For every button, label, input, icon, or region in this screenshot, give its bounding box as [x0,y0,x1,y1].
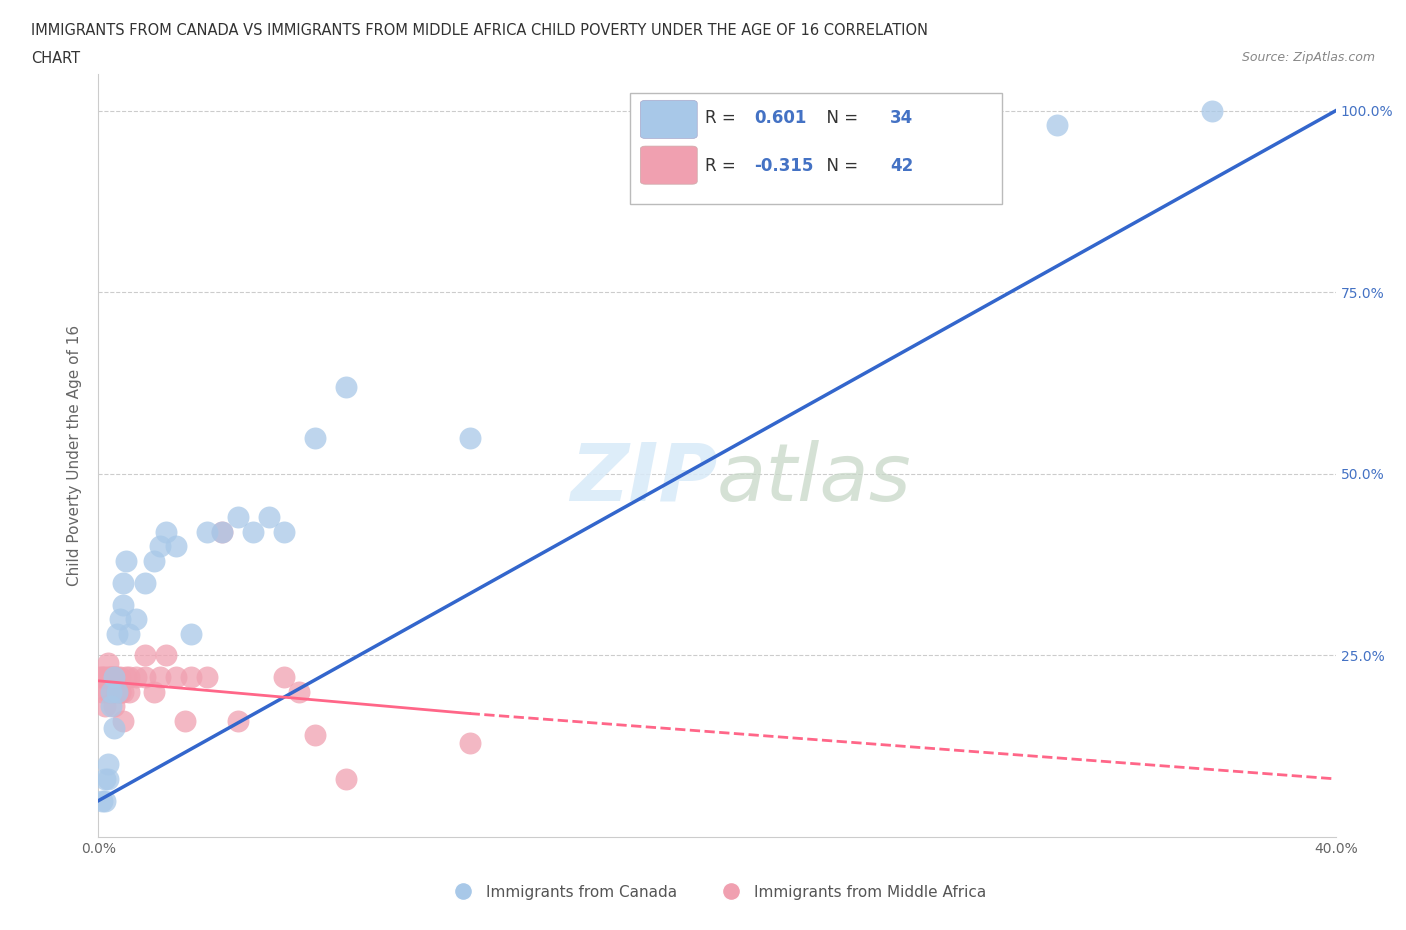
Text: N =: N = [815,109,863,126]
Point [93,772,115,787]
Point [100,698,122,713]
Y-axis label: Child Poverty Under the Age of 16: Child Poverty Under the Age of 16 [67,326,83,586]
Point [108,684,131,699]
Point [134,648,156,663]
Point [108,612,131,627]
Point [112,684,135,699]
Point [174,713,197,728]
Point [134,576,156,591]
Point [124,670,146,684]
Point [105,684,128,699]
Point [195,670,218,684]
Point [335,379,357,394]
Point [87,670,110,684]
Point [105,670,128,684]
Point [97,757,120,772]
Point [143,684,166,699]
Point [103,721,125,736]
Point [118,670,141,684]
Text: IMMIGRANTS FROM CANADA VS IMMIGRANTS FROM MIDDLE AFRICA CHILD POVERTY UNDER THE : IMMIGRANTS FROM CANADA VS IMMIGRANTS FRO… [31,23,928,38]
Point [211,525,233,539]
Text: CHART: CHART [31,51,80,66]
Point [226,713,249,728]
Text: Source: ZipAtlas.com: Source: ZipAtlas.com [1241,51,1375,64]
Point [149,539,172,554]
Text: -0.315: -0.315 [754,157,814,175]
Text: 34: 34 [890,109,914,126]
Point [273,670,295,684]
Point [195,525,218,539]
Point [149,670,172,684]
Text: ZIP: ZIP [569,440,717,518]
Point [242,525,264,539]
Point [100,670,122,684]
Point [335,772,357,787]
Point [100,684,122,699]
Text: 42: 42 [890,157,914,175]
Point [155,525,177,539]
Point [124,612,146,627]
FancyBboxPatch shape [640,146,697,184]
Point [458,735,481,750]
Point [97,656,120,671]
Point [165,670,187,684]
Point [108,670,131,684]
Point [304,430,326,445]
Point [226,510,249,525]
Point [155,648,177,663]
Point [100,684,122,699]
Point [143,553,166,568]
Point [180,626,202,641]
Point [273,525,295,539]
Point [93,793,115,808]
Point [103,670,125,684]
Point [97,772,120,787]
Point [180,670,202,684]
Point [90,670,112,684]
Point [112,713,135,728]
Point [1201,103,1223,118]
Point [112,597,135,612]
Point [1046,118,1069,133]
Text: 0.601: 0.601 [754,109,807,126]
Point [304,728,326,743]
Text: R =: R = [704,109,741,126]
Text: atlas: atlas [717,440,912,518]
Point [103,698,125,713]
Point [288,684,311,699]
Point [93,670,115,684]
Point [458,430,481,445]
Point [100,670,122,684]
Point [118,626,141,641]
Text: R =: R = [704,157,741,175]
Point [165,539,187,554]
Point [90,793,112,808]
Point [134,670,156,684]
Point [97,670,120,684]
Point [118,684,141,699]
Point [257,510,280,525]
Point [211,525,233,539]
Point [112,576,135,591]
Legend: Immigrants from Canada, Immigrants from Middle Africa: Immigrants from Canada, Immigrants from … [441,879,993,906]
Text: N =: N = [815,157,863,175]
FancyBboxPatch shape [630,94,1001,204]
Point [105,684,128,699]
Point [105,626,128,641]
Point [108,684,131,699]
Point [93,698,115,713]
Point [90,684,112,699]
FancyBboxPatch shape [640,100,697,139]
Point [115,670,138,684]
Point [103,670,125,684]
Point [103,670,125,684]
Point [97,684,120,699]
Point [90,670,112,684]
Point [115,553,138,568]
